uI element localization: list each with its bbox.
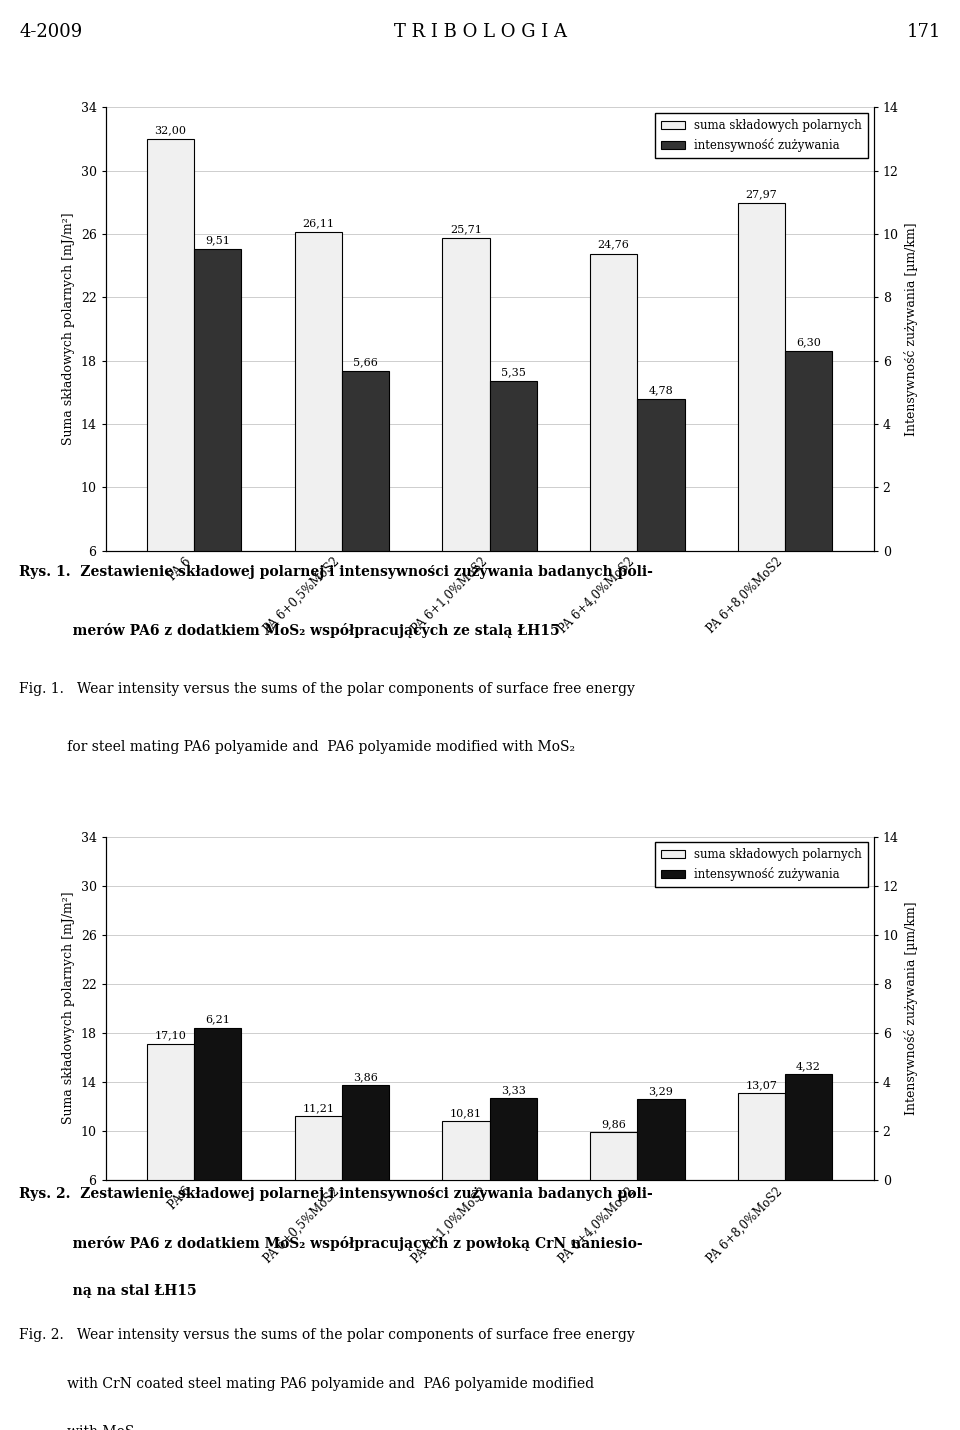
Bar [295, 232, 342, 645]
Legend: suma składowych polarnych, intensywność zużywania: suma składowych polarnych, intensywność … [655, 842, 868, 887]
Text: Fig. 1.   Wear intensity versus the sums of the polar components of surface free: Fig. 1. Wear intensity versus the sums o… [19, 682, 636, 695]
Text: Rys. 2.  Zestawienie składowej polarnej i intensywności zużywania badanych poli-: Rys. 2. Zestawienie składowej polarnej i… [19, 1187, 653, 1201]
Text: 4,32: 4,32 [796, 1061, 821, 1071]
Bar [342, 372, 389, 645]
Bar [194, 1028, 242, 1253]
Text: 25,71: 25,71 [450, 225, 482, 235]
Text: 27,97: 27,97 [746, 189, 778, 199]
Text: 24,76: 24,76 [598, 240, 630, 250]
Text: 9,86: 9,86 [601, 1120, 626, 1130]
Bar [637, 1100, 684, 1253]
Text: T R I B O L O G I A: T R I B O L O G I A [394, 23, 566, 41]
Bar [147, 139, 194, 645]
Text: merów PA6 z dodatkiem MoS₂ współpracujących z powłoką CrN naniesio-: merów PA6 z dodatkiem MoS₂ współpracując… [19, 1236, 643, 1250]
Bar [443, 1121, 490, 1253]
Bar [637, 399, 684, 645]
Text: 13,07: 13,07 [745, 1080, 778, 1090]
Bar [737, 203, 785, 645]
Text: 9,51: 9,51 [205, 236, 230, 246]
Text: 32,00: 32,00 [155, 124, 186, 134]
Text: 4,78: 4,78 [649, 385, 673, 395]
Bar [443, 239, 490, 645]
Text: Rys. 1.  Zestawienie składowej polarnej i intensywności zużywania badanych poli-: Rys. 1. Zestawienie składowej polarnej i… [19, 565, 653, 579]
Bar [342, 1085, 389, 1253]
Bar [295, 1115, 342, 1253]
Text: 3,33: 3,33 [501, 1085, 526, 1095]
Text: 11,21: 11,21 [302, 1103, 334, 1113]
Text: Fig. 2.   Wear intensity versus the sums of the polar components of surface free: Fig. 2. Wear intensity versus the sums o… [19, 1328, 635, 1341]
Bar [590, 253, 637, 645]
Bar [194, 249, 242, 645]
Text: merów PA6 z dodatkiem MoS₂ współpracujących ze stalą ŁH15: merów PA6 z dodatkiem MoS₂ współpracując… [19, 623, 560, 638]
Y-axis label: Intensywność zużywania [µm/km]: Intensywność zużywania [µm/km] [904, 901, 918, 1115]
Bar [147, 1044, 194, 1253]
Bar [490, 382, 537, 645]
Text: 5,35: 5,35 [501, 368, 526, 378]
Y-axis label: Intensywność zużywania [µm/km]: Intensywność zużywania [µm/km] [904, 222, 918, 436]
Bar [737, 1093, 785, 1253]
Text: 171: 171 [906, 23, 941, 41]
Text: for steel mating PA6 polyamide and  PA6 polyamide modified with MoS₂: for steel mating PA6 polyamide and PA6 p… [19, 739, 575, 754]
Text: 17,10: 17,10 [155, 1031, 186, 1041]
Bar [785, 352, 832, 645]
Text: 6,21: 6,21 [205, 1014, 230, 1024]
Text: 3,29: 3,29 [649, 1085, 673, 1095]
Text: 26,11: 26,11 [302, 219, 334, 229]
Text: 10,81: 10,81 [450, 1108, 482, 1118]
Text: 4-2009: 4-2009 [19, 23, 83, 41]
Text: with CrN coated steel mating PA6 polyamide and  PA6 polyamide modified: with CrN coated steel mating PA6 polyami… [19, 1377, 594, 1390]
Text: 5,66: 5,66 [353, 358, 378, 368]
Text: 6,30: 6,30 [796, 337, 821, 347]
Text: 3,86: 3,86 [353, 1072, 378, 1083]
Bar [490, 1098, 537, 1253]
Bar [590, 1133, 637, 1253]
Y-axis label: Suma składowych polarnych [mJ/m²]: Suma składowych polarnych [mJ/m²] [62, 892, 75, 1124]
Y-axis label: Suma składowych polarnych [mJ/m²]: Suma składowych polarnych [mJ/m²] [62, 213, 75, 445]
Bar [785, 1074, 832, 1253]
Text: ną na stal ŁH15: ną na stal ŁH15 [19, 1284, 197, 1298]
Text: with MoS₂: with MoS₂ [19, 1426, 140, 1430]
Legend: suma składowych polarnych, intensywność zużywania: suma składowych polarnych, intensywność … [655, 113, 868, 157]
